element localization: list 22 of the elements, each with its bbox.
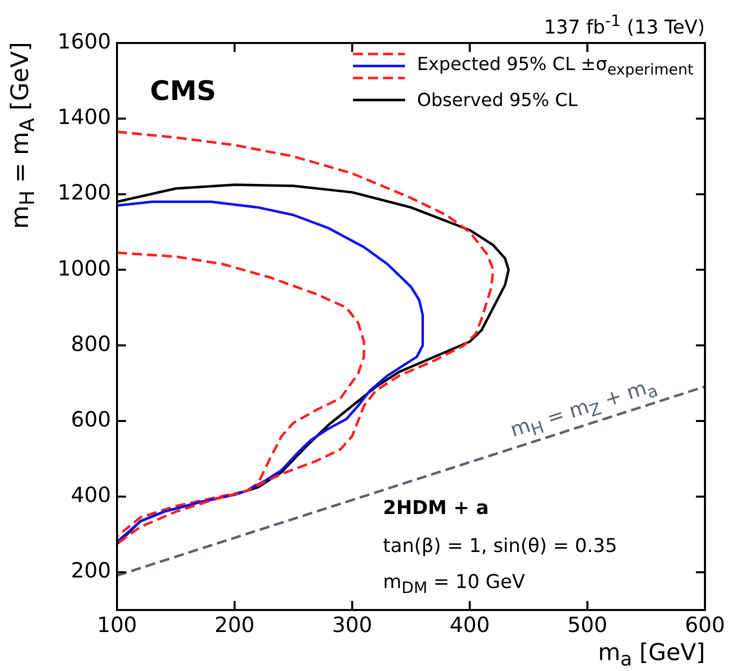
- y-tick-label: 200: [70, 558, 111, 583]
- text: 137 fb$^{-1}$ (13 TeV): [544, 11, 705, 38]
- legend-label: Expected 95% CL ±σ$_{experiment}$: [416, 54, 694, 78]
- y-tick-label: 600: [70, 407, 111, 432]
- x-tick-label: 400: [450, 613, 490, 638]
- x-tick-label: 300: [332, 613, 372, 638]
- annotation: 2HDM + a: [383, 497, 489, 519]
- x-axis-title: m$_{a}$ [GeV]: [598, 640, 706, 671]
- x-tick-label: 600: [684, 613, 726, 638]
- annotation: m$_{DM}$ = 10 GeV: [383, 571, 526, 597]
- y-tick-label: 400: [70, 483, 111, 508]
- x-tick-label: 100: [96, 613, 138, 638]
- x-tick-label: 200: [214, 613, 255, 638]
- y-tick-label: 1600: [58, 29, 111, 54]
- legend-label: Observed 95% CL: [416, 90, 578, 110]
- y-tick-label: 1200: [58, 180, 111, 205]
- annotation: tan(β) = 1, sin(θ) = 0.35: [383, 535, 618, 557]
- annotation: CMS: [150, 76, 216, 107]
- y-tick-label: 800: [70, 332, 111, 356]
- x-tick-label: 500: [567, 613, 608, 638]
- y-tick-label: 1000: [58, 256, 111, 280]
- y-tick-label: 1400: [58, 105, 111, 130]
